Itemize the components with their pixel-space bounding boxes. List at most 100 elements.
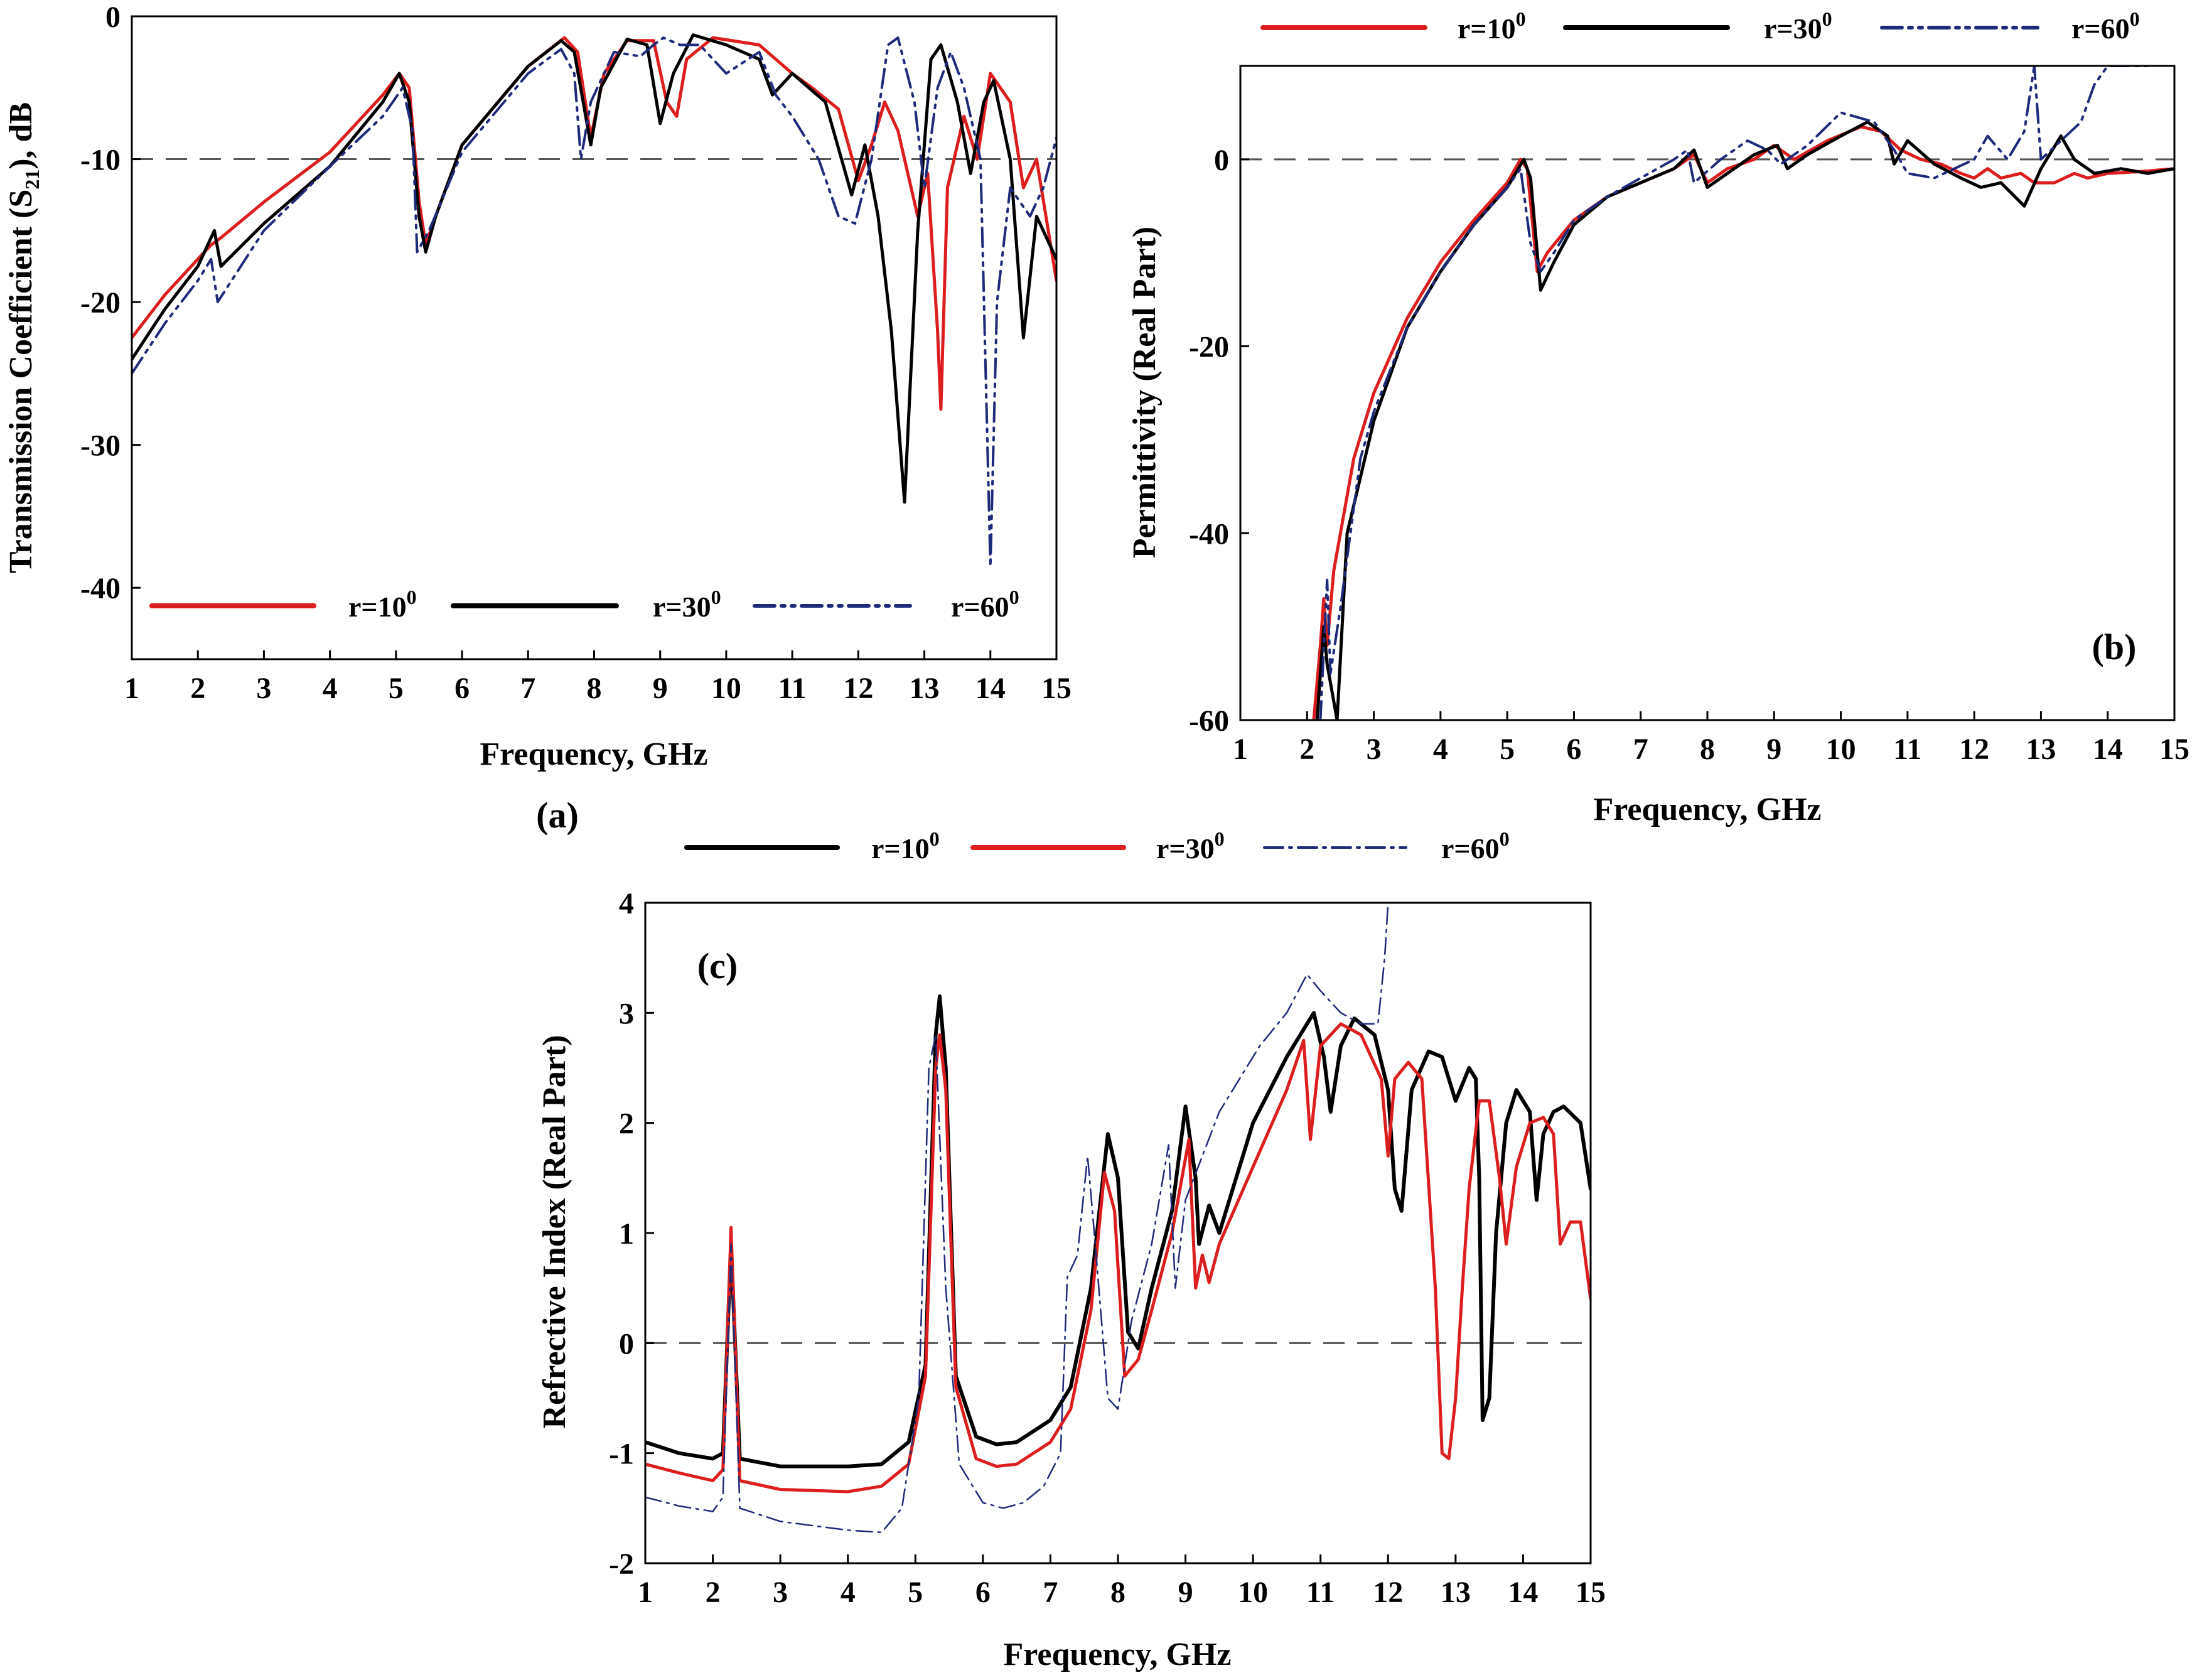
panel-c-x-tick-label: 7 xyxy=(1043,1576,1058,1609)
panel-a-y-axis-title-main: Transmission Coefficient (S xyxy=(3,190,39,573)
panel-a-legend-label-r10: r=100 xyxy=(348,586,417,623)
panel-a-label: (a) xyxy=(536,795,579,836)
panel-b-x-tick-label: 2 xyxy=(1299,733,1314,766)
panel-b-series-r60 xyxy=(1319,66,2149,720)
panel-c-y-tick-label: -1 xyxy=(609,1438,634,1471)
panel-c-x-tick-label: 2 xyxy=(706,1576,721,1609)
panel-b-y-ticks: -60 -40 -20 0 xyxy=(1189,144,1249,738)
panel-b-series xyxy=(1312,66,2174,720)
panel-b-x-tick-label: 4 xyxy=(1433,733,1448,766)
panel-c-y-tick-label: 2 xyxy=(619,1107,634,1141)
panel-c-plot-frame xyxy=(644,902,1592,1564)
panel-a-x-tick-label: 2 xyxy=(190,672,205,705)
panel-c-x-tick-label: 10 xyxy=(1238,1576,1268,1609)
panel-c-legend: r=100 r=300 r=600 xyxy=(684,827,1510,864)
panel-c-series-r60 xyxy=(645,903,1389,1534)
panel-b-legend: r=100 r=300 r=600 xyxy=(1260,8,2140,45)
panel-b-x-ticks: 1 2 3 4 5 6 7 8 9 10 11 12 13 14 15 xyxy=(1233,711,2189,766)
panel-c-x-axis-title: Frequency, GHz xyxy=(1003,1637,1231,1672)
panel-a-y-axis-title: Transmission Coefficient (S21), dB xyxy=(3,102,43,573)
panel-b-x-tick-label: 11 xyxy=(1893,733,1921,766)
panel-b-x-tick-label: 10 xyxy=(1826,733,1856,766)
panel-a-x-tick-label: 6 xyxy=(454,672,470,705)
panel-c-x-tick-label: 15 xyxy=(1576,1576,1606,1609)
panel-a-x-tick-label: 15 xyxy=(1041,672,1072,705)
panel-c-y-tick-label: 3 xyxy=(619,997,634,1030)
panel-c-y-axis-title: Refrective Index (Real Part) xyxy=(537,1035,572,1428)
panel-b-x-tick-label: 15 xyxy=(2159,733,2189,766)
panel-b-legend-label-r30: r=300 xyxy=(1764,8,1832,45)
panel-a-x-tick-label: 12 xyxy=(843,672,873,705)
panel-b-x-tick-label: 5 xyxy=(1500,733,1515,766)
panel-b-x-tick-label: 3 xyxy=(1367,733,1382,766)
panel-b-x-tick-label: 12 xyxy=(1959,733,1989,766)
panel-a-y-tick-label: -10 xyxy=(80,144,121,177)
panel-c-x-tick-label: 3 xyxy=(773,1576,788,1609)
panel-c-x-tick-label: 5 xyxy=(908,1576,923,1609)
panel-b: 1 2 3 4 5 6 7 8 9 10 11 12 13 14 15 -60-40-200 Frequen… xyxy=(1127,8,2189,827)
panel-a-x-tick-label: 4 xyxy=(323,672,338,705)
panel-c-y-ticks: -2 -1 0 1 2 3 4 xyxy=(609,887,654,1581)
panel-a-y-axis-title-subscript: 21 xyxy=(21,170,43,190)
panel-a-series-r60 xyxy=(132,36,1056,568)
panel-b-x-tick-label: 13 xyxy=(2026,733,2056,766)
panel-c-x-tick-label: 8 xyxy=(1110,1576,1125,1609)
panel-a-x-tick-label: 1 xyxy=(124,672,139,705)
panel-a: 1 2 3 4 5 6 7 8 9 10 11 12 13 14 15 -40-30-20-100 Freq… xyxy=(3,1,1072,836)
panel-a-x-tick-label: 9 xyxy=(653,672,668,705)
panel-a-y-ticks: -40 -30 -20 -10 0 xyxy=(80,1,141,605)
panel-a-x-ticks: 1 2 3 4 5 6 7 8 9 10 11 12 13 14 15 xyxy=(124,650,1072,705)
panel-a-plot-frame xyxy=(131,15,1058,660)
panel-b-y-tick-label: -40 xyxy=(1189,517,1229,551)
panel-a-x-tick-label: 7 xyxy=(520,672,535,705)
panel-b-series-r30 xyxy=(1315,120,2174,720)
panel-b-x-tick-label: 7 xyxy=(1633,733,1648,766)
panel-a-y-axis-title-tail: ), dB xyxy=(3,102,39,170)
panel-b-x-tick-label: 1 xyxy=(1233,733,1248,766)
panel-c-legend-label-r10: r=100 xyxy=(871,827,940,864)
panel-a-x-axis-title: Frequency, GHz xyxy=(480,736,707,772)
panel-a-y-tick-label: -40 xyxy=(80,572,121,605)
panel-c-series xyxy=(645,903,1591,1534)
panel-a-series-r10 xyxy=(132,36,1056,411)
panel-a-x-tick-label: 5 xyxy=(389,672,404,705)
panel-b-y-tick-label: -60 xyxy=(1189,704,1229,738)
panel-b-legend-label-r60: r=600 xyxy=(2071,8,2140,45)
panel-b-label: (b) xyxy=(2092,627,2137,667)
panel-c-y-tick-label: 0 xyxy=(619,1327,634,1360)
panel-a-x-tick-label: 10 xyxy=(711,672,741,705)
panel-c-x-tick-label: 12 xyxy=(1373,1576,1403,1609)
panel-b-legend-label-r10: r=100 xyxy=(1458,8,1526,45)
panel-a-x-tick-label: 8 xyxy=(587,672,602,705)
panel-c-label: (c) xyxy=(697,945,738,986)
panel-a-x-tick-label: 3 xyxy=(256,672,271,705)
panel-b-y-tick-label: -20 xyxy=(1189,331,1229,364)
panel-c-x-tick-label: 9 xyxy=(1178,1576,1193,1609)
panel-b-series-r10 xyxy=(1312,125,2174,720)
panel-c-x-tick-label: 13 xyxy=(1441,1576,1471,1609)
panel-c-y-tick-label: -2 xyxy=(609,1548,634,1581)
panel-c-x-tick-label: 14 xyxy=(1508,1576,1538,1609)
panel-b-y-tick-label: 0 xyxy=(1214,144,1229,177)
panel-c-x-tick-label: 4 xyxy=(841,1576,856,1609)
panel-a-series-r30 xyxy=(132,33,1056,504)
panel-c-x-tick-label: 1 xyxy=(638,1576,653,1609)
panel-a-legend: r=100 r=300 r=600 xyxy=(149,586,1019,623)
panel-a-y-tick-label: 0 xyxy=(105,1,121,34)
panel-a-y-tick-label: -20 xyxy=(80,286,121,320)
panel-a-x-tick-label: 13 xyxy=(910,672,940,705)
panel-b-x-tick-label: 8 xyxy=(1700,733,1715,766)
panel-b-x-axis-title: Frequency, GHz xyxy=(1593,792,1821,827)
panel-a-legend-label-r30: r=300 xyxy=(653,586,721,623)
panel-c-y-tick-label: 1 xyxy=(619,1217,634,1251)
panel-c-x-tick-label: 6 xyxy=(975,1576,991,1609)
panel-c-legend-label-r60: r=600 xyxy=(1441,827,1510,864)
panel-a-legend-label-r60: r=600 xyxy=(951,586,1019,623)
panel-c-legend-label-r30: r=300 xyxy=(1156,827,1225,864)
panel-b-x-tick-label: 14 xyxy=(2093,733,2123,766)
panel-c-series-r30 xyxy=(645,1022,1591,1494)
panel-a-x-tick-label: 14 xyxy=(975,672,1006,705)
panel-c-y-tick-label: 4 xyxy=(619,887,634,920)
